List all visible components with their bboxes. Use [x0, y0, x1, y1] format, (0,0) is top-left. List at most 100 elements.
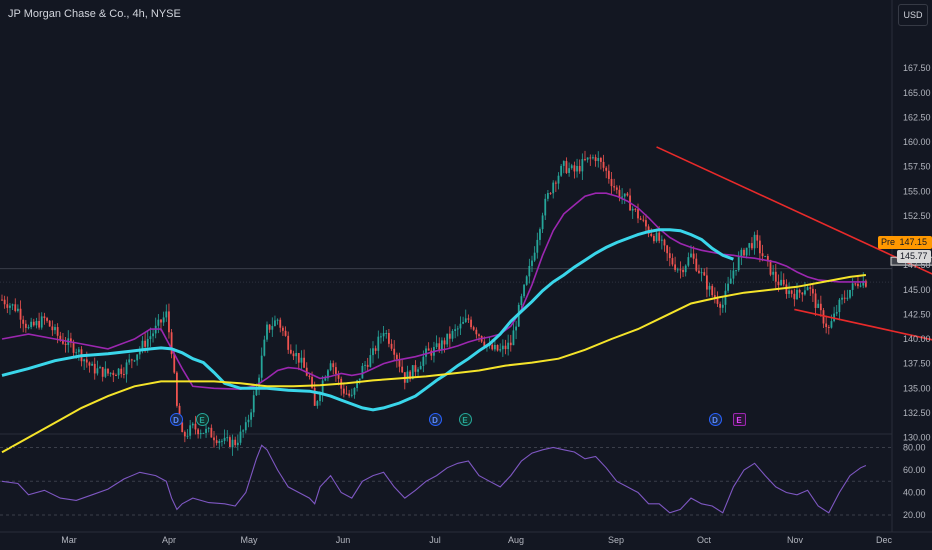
candle-body: [759, 240, 761, 254]
candle-body: [3, 299, 6, 305]
candle-body: [748, 243, 751, 248]
ma-slow-line: [1, 274, 867, 454]
candle-body: [557, 175, 560, 184]
candle-body: [745, 247, 748, 256]
earnings-event-badge[interactable]: E: [732, 413, 746, 426]
candle-body: [554, 182, 557, 184]
candle-body: [552, 182, 555, 194]
rsi-tick-label: 80.00: [903, 443, 926, 453]
candle-body: [780, 279, 782, 286]
candle-body: [335, 367, 337, 374]
candle-body: [313, 387, 316, 406]
candle-body: [446, 333, 449, 345]
candle-body: [623, 193, 626, 197]
candle-body: [101, 367, 104, 377]
premarket-label: Pre: [881, 237, 896, 247]
candle-body: [737, 257, 740, 271]
candle-body: [806, 287, 809, 291]
candle-body: [570, 165, 573, 169]
candle-body: [263, 339, 266, 356]
candle-body: [401, 366, 404, 373]
candle-body: [793, 293, 796, 300]
candle-body: [586, 157, 589, 160]
candle-body: [17, 308, 19, 311]
candle-body: [843, 297, 846, 299]
earnings-event-badge[interactable]: E: [195, 413, 209, 426]
time-tick-label: Sep: [608, 535, 624, 545]
grid-lines: [0, 0, 932, 533]
candle-body: [822, 310, 825, 324]
candle-body: [292, 353, 295, 357]
candle-body: [621, 196, 623, 198]
candle-body: [382, 333, 385, 337]
dividend-event-badge[interactable]: D: [169, 413, 183, 426]
candle-body: [303, 357, 305, 368]
candle-body: [801, 292, 804, 295]
candle-body: [724, 290, 727, 305]
candle-body: [539, 229, 541, 240]
candle-body: [655, 232, 658, 242]
candle-body: [650, 233, 653, 236]
candle-body: [48, 320, 51, 327]
candle-body: [77, 349, 80, 353]
candle-body: [849, 289, 851, 298]
candle-body: [764, 256, 767, 258]
candle-body: [496, 344, 499, 351]
candle-body: [229, 437, 231, 448]
candle-body: [846, 297, 849, 299]
currency-button[interactable]: USD: [898, 4, 928, 26]
candle-body: [706, 275, 708, 290]
candle-body: [676, 269, 679, 271]
candle-body: [483, 341, 486, 347]
candle-body: [287, 335, 290, 350]
candle-body: [96, 368, 99, 374]
candle-body: [631, 208, 634, 211]
candle-body: [319, 393, 321, 402]
candle-body: [160, 319, 162, 323]
candle-body: [478, 334, 480, 336]
dividend-event-badge[interactable]: D: [708, 413, 722, 426]
candle-body: [398, 359, 401, 367]
candle-body: [136, 354, 139, 361]
rsi-pane: [0, 444, 892, 516]
candle-body: [613, 186, 616, 188]
candle-body: [112, 372, 115, 376]
candle-body: [658, 232, 661, 241]
candle-body: [634, 208, 637, 210]
candle-body: [361, 365, 364, 379]
dividend-event-badge[interactable]: D: [428, 413, 442, 426]
candle-body: [364, 364, 366, 366]
candle-body: [189, 425, 192, 436]
candle-body: [761, 253, 764, 257]
candle-body: [321, 380, 324, 394]
moving-average-lines: [1, 192, 867, 454]
candle-body: [607, 170, 610, 179]
candle-body: [125, 362, 128, 375]
candle-body: [377, 336, 380, 351]
candle-body: [618, 189, 621, 198]
candle-body: [255, 386, 258, 396]
time-tick-label: May: [240, 535, 258, 545]
earnings-event-badge[interactable]: E: [458, 413, 472, 426]
candle-body: [236, 442, 239, 446]
candle-body: [499, 349, 502, 351]
candle-body: [244, 422, 247, 431]
symbol-title: JP Morgan Chase & Co., 4h, NYSE: [8, 8, 181, 20]
time-axis: Mar Apr May Jun Jul Aug Sep Oct Nov Dec: [61, 535, 892, 545]
candle-body: [857, 283, 859, 287]
candle-body: [427, 348, 430, 351]
candle-body: [239, 431, 242, 443]
candle-body: [70, 338, 72, 343]
candle-body: [165, 311, 168, 318]
candle-body: [252, 395, 255, 413]
candle-body: [713, 295, 716, 299]
candle-body: [467, 318, 470, 320]
candle-body: [59, 335, 62, 340]
candle-body: [242, 430, 245, 432]
candle-body: [674, 264, 676, 270]
candle-body: [109, 372, 112, 374]
candle-body: [194, 423, 197, 430]
candle-body: [186, 435, 189, 437]
candle-body: [753, 234, 756, 249]
